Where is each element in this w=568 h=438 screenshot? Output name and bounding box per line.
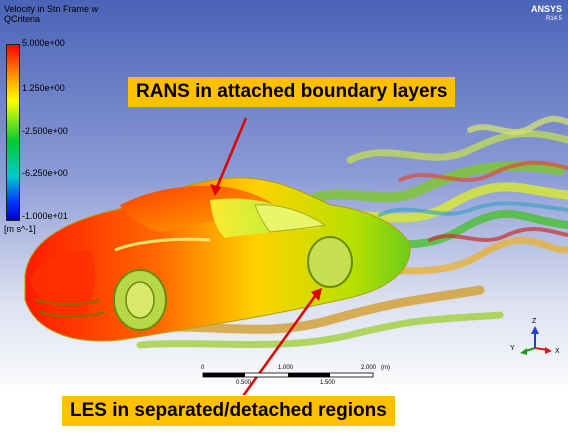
legend-label-3: -2.500e+00 [22,126,68,136]
legend-title: Velocity in Stn Frame w [4,4,99,14]
legend-variable: QCriteria [4,14,41,24]
ansys-logo-text: ANSYS [530,4,562,14]
scale-unit: (m) [381,365,390,371]
axis-z-label: Z [532,318,537,325]
car-simulation-render [24,115,568,395]
legend-label-min: -1.000e+01 [22,211,68,221]
legend-label-4: -6.250e+00 [22,168,68,178]
legend-unit: [m s^-1] [4,224,36,234]
color-legend-bar [6,44,20,221]
car-body [24,177,411,342]
les-arrow-head [311,288,322,301]
les-callout: LES in separated/detached regions [62,396,395,426]
legend-label-2: 1.250e+00 [22,83,65,93]
axis-x-label: X [555,348,560,355]
les-arrow [242,291,320,395]
legend-label-max: 5.000e+00 [22,38,65,48]
scale-label-1500: 1.500 [320,380,336,386]
scale-label-1000: 1.000 [278,365,294,371]
axis-triad [520,326,552,355]
ansys-version: R14.5 [545,16,562,22]
rans-arrow [213,117,248,193]
rans-callout: RANS in attached boundary layers [128,77,456,107]
scale-label-0: 0 [201,365,205,371]
scale-label-0500: 0.500 [236,380,252,386]
ansys-logo: ANSYS R14.5 [531,4,562,24]
cfd-viewport: Velocity in Stn Frame w QCriteria 5.000e… [0,0,568,395]
rans-arrow-head [210,184,221,196]
axis-y-label: Y [510,345,515,352]
scale-label-2000: 2.000 [361,365,377,371]
scale-bar [202,372,374,378]
